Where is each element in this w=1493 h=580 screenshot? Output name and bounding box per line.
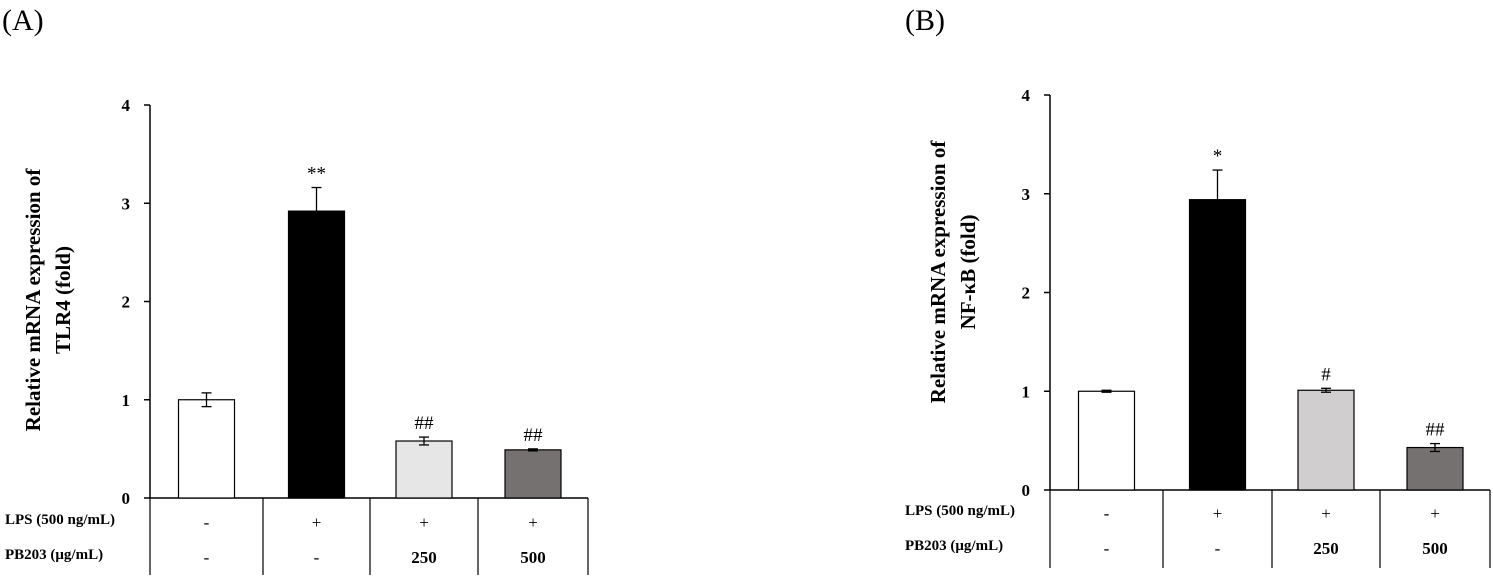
chart-0-table-row-label: PB203 (μg/mL)	[5, 547, 103, 563]
chart-1-bar	[1077, 390, 1136, 491]
chart-0-significance-mark: ##	[415, 413, 435, 434]
chart-0-table-cell: -	[204, 548, 210, 567]
chart-1-table-cell: 250	[1313, 539, 1339, 558]
chart-1-y-axis-label-line2: NF-κB (fold)	[956, 215, 980, 330]
chart-1-table-cell: -	[1104, 504, 1110, 523]
chart-0-y-axis-label-line2: TLR4 (fold)	[51, 246, 75, 354]
chart-0-table-cell: +	[528, 513, 538, 532]
chart-0-table-cell: +	[312, 513, 322, 532]
chart-0-significance-mark: **	[307, 164, 326, 185]
chart-1-y-tick-label: 3	[1022, 185, 1031, 204]
chart-1-table-cell: -	[1215, 539, 1221, 558]
chart-0-table-cell: -	[314, 548, 320, 567]
chart-0-bar	[504, 449, 562, 499]
chart-1-significance-mark: *	[1213, 146, 1223, 167]
chart-1-significance-mark: #	[1321, 364, 1331, 385]
chart-1-y-tick-label: 0	[1022, 481, 1031, 500]
chart-0-y-tick-label: 2	[122, 293, 131, 312]
chart-0-bar	[287, 210, 346, 499]
chart-1-bar	[1406, 446, 1464, 491]
chart-1-y-tick-label: 4	[1022, 86, 1031, 105]
chart-1-y-tick-label: 2	[1022, 284, 1031, 303]
chart-1-table-cell: 500	[1422, 539, 1448, 558]
chart-1-table-cell: +	[1430, 504, 1440, 523]
chart-0-table-cell: 500	[520, 548, 546, 567]
chart-0-table-row-label: LPS (500 ng/mL)	[5, 512, 115, 528]
chart-1-bar	[1297, 389, 1355, 491]
chart-1-table-row-label: PB203 (μg/mL)	[905, 538, 1003, 554]
chart-0-bar	[395, 440, 453, 499]
chart-0-y-tick-label: 3	[122, 194, 131, 213]
chart-0-y-tick-label: 4	[122, 96, 131, 115]
chart-1-significance-mark: ##	[1426, 420, 1446, 441]
chart-1-y-axis-label-line1: Relative mRNA expression of	[926, 140, 950, 404]
chart-1-table-cell: +	[1213, 504, 1223, 523]
chart-0-table-cell: 250	[411, 548, 437, 567]
chart-1-bar	[1188, 199, 1247, 491]
chart-0-y-tick-label: 0	[122, 489, 131, 508]
chart-1-panel-label: (B)	[905, 4, 945, 37]
chart-0-panel-label: (A)	[2, 4, 44, 37]
chart-0-table-cell: +	[419, 513, 429, 532]
chart-1-y-tick-label: 1	[1022, 382, 1031, 401]
chart-0-y-tick-label: 1	[122, 391, 131, 410]
chart-1-table-cell: +	[1321, 504, 1331, 523]
chart-0-y-axis-label-line1: Relative mRNA expression of	[21, 168, 45, 432]
chart-0-bar	[177, 399, 236, 499]
chart-1-table-cell: -	[1104, 539, 1110, 558]
chart-0-significance-mark: ##	[524, 425, 544, 446]
chart-1-table-row-label: LPS (500 ng/mL)	[905, 503, 1015, 519]
chart-0-table-cell: -	[204, 513, 210, 532]
